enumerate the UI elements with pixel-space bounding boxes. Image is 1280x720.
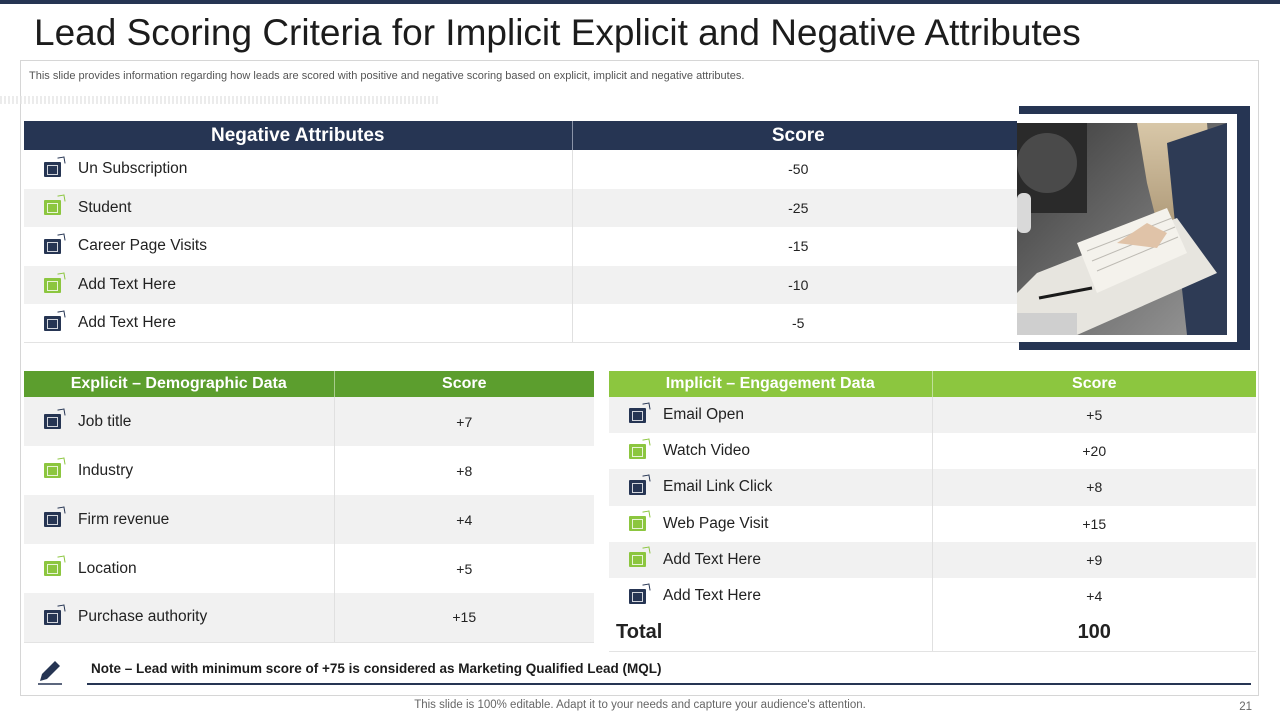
student-icon <box>44 200 61 216</box>
tag-icon <box>44 315 61 331</box>
table-row: Student -25 <box>24 188 1024 228</box>
slide-title: Lead Scoring Criteria for Implicit Expli… <box>34 12 1081 53</box>
row-score: -10 <box>571 265 1024 305</box>
top-accent-bar <box>0 0 1280 4</box>
row-label: Industry <box>78 461 134 479</box>
row-label: Add Text Here <box>663 587 761 605</box>
table-row: Email Open +5 <box>609 397 1256 434</box>
table-row: Email Link Click +8 <box>609 469 1256 506</box>
row-score: +5 <box>333 544 594 593</box>
row-label: Student <box>78 198 132 216</box>
row-score: -15 <box>571 227 1024 266</box>
row-label: Add Text Here <box>78 276 176 294</box>
row-score: +9 <box>931 541 1256 578</box>
video-icon <box>629 443 646 459</box>
explicit-header-score: Score <box>333 371 594 397</box>
row-score: +4 <box>333 495 594 544</box>
purchase-icon <box>44 609 61 625</box>
row-score: +4 <box>931 577 1256 615</box>
job-title-icon <box>44 414 61 429</box>
row-label: Add Text Here <box>663 550 761 568</box>
row-score: +15 <box>931 505 1256 542</box>
table-row: Watch Video +20 <box>609 433 1256 470</box>
row-score: -5 <box>571 304 1024 344</box>
row-label: Location <box>78 559 137 577</box>
row-label: Email Link Click <box>663 478 773 496</box>
industry-icon <box>44 463 61 478</box>
implicit-header-score: Score <box>931 371 1256 397</box>
email-open-icon <box>629 407 646 423</box>
table-row: Web Page Visit +15 <box>609 505 1256 542</box>
row-label: Add Text Here <box>78 314 176 332</box>
negative-header-label: Negative Attributes <box>24 121 572 150</box>
explicit-header-label: Explicit – Demographic Data <box>24 371 334 397</box>
table-row: Career Page Visits -15 <box>24 227 1024 266</box>
decorative-dots <box>0 96 440 104</box>
table-row: Firm revenue +4 <box>24 495 594 544</box>
page-number: 21 <box>1239 701 1252 713</box>
total-value: 100 <box>931 614 1256 652</box>
row-score: +8 <box>931 469 1256 506</box>
explicit-demographic-table: Explicit – Demographic Data Score Job ti… <box>24 371 594 643</box>
table-row: Add Text Here +9 <box>609 541 1256 578</box>
row-score: +15 <box>333 593 594 643</box>
slide-subtitle: This slide provides information regardin… <box>29 70 745 82</box>
table-row: Add Text Here -10 <box>24 265 1024 305</box>
unsubscribe-icon <box>44 161 61 177</box>
mql-note: Note – Lead with minimum score of +75 is… <box>91 661 662 676</box>
footer-text: This slide is 100% editable. Adapt it to… <box>414 699 866 711</box>
total-row: Total 100 <box>609 614 1256 652</box>
implicit-engagement-table: Implicit – Engagement Data Score Email O… <box>609 371 1256 652</box>
location-icon <box>44 561 61 576</box>
row-score: -25 <box>571 188 1024 228</box>
negative-attributes-table: Negative Attributes Score Un Subscriptio… <box>24 121 1024 344</box>
total-label: Total <box>609 614 932 652</box>
content-frame <box>20 60 1259 696</box>
revenue-icon <box>44 512 61 527</box>
text-icon <box>629 552 646 568</box>
pen-icon <box>38 661 62 685</box>
row-score: -50 <box>571 150 1024 189</box>
row-label: Watch Video <box>663 442 751 460</box>
row-label: Email Open <box>663 406 744 424</box>
row-score: +7 <box>333 397 594 446</box>
negative-header-score: Score <box>571 121 1024 150</box>
row-score: +20 <box>931 433 1256 470</box>
row-score: +8 <box>333 446 594 495</box>
career-page-icon <box>44 238 61 254</box>
document-icon <box>629 588 646 604</box>
row-label: Purchase authority <box>78 608 208 626</box>
table-row: Un Subscription -50 <box>24 150 1024 189</box>
table-row: Purchase authority +15 <box>24 593 594 643</box>
table-row: Add Text Here -5 <box>24 304 1024 344</box>
row-label: Job title <box>78 412 132 430</box>
implicit-header-label: Implicit – Engagement Data <box>609 371 932 397</box>
email-link-icon <box>629 479 646 495</box>
table-row: Add Text Here +4 <box>609 577 1256 615</box>
business-photo <box>1017 123 1227 335</box>
row-label: Firm revenue <box>78 510 170 528</box>
row-label: Web Page Visit <box>663 514 769 532</box>
row-score: +5 <box>931 397 1256 434</box>
row-label: Un Subscription <box>78 160 188 178</box>
text-icon <box>44 277 61 293</box>
web-page-icon <box>629 516 646 532</box>
table-row: Job title +7 <box>24 397 594 446</box>
row-label: Career Page Visits <box>78 237 207 255</box>
table-row: Location +5 <box>24 544 594 593</box>
table-row: Industry +8 <box>24 446 594 495</box>
note-underline <box>87 683 1251 685</box>
